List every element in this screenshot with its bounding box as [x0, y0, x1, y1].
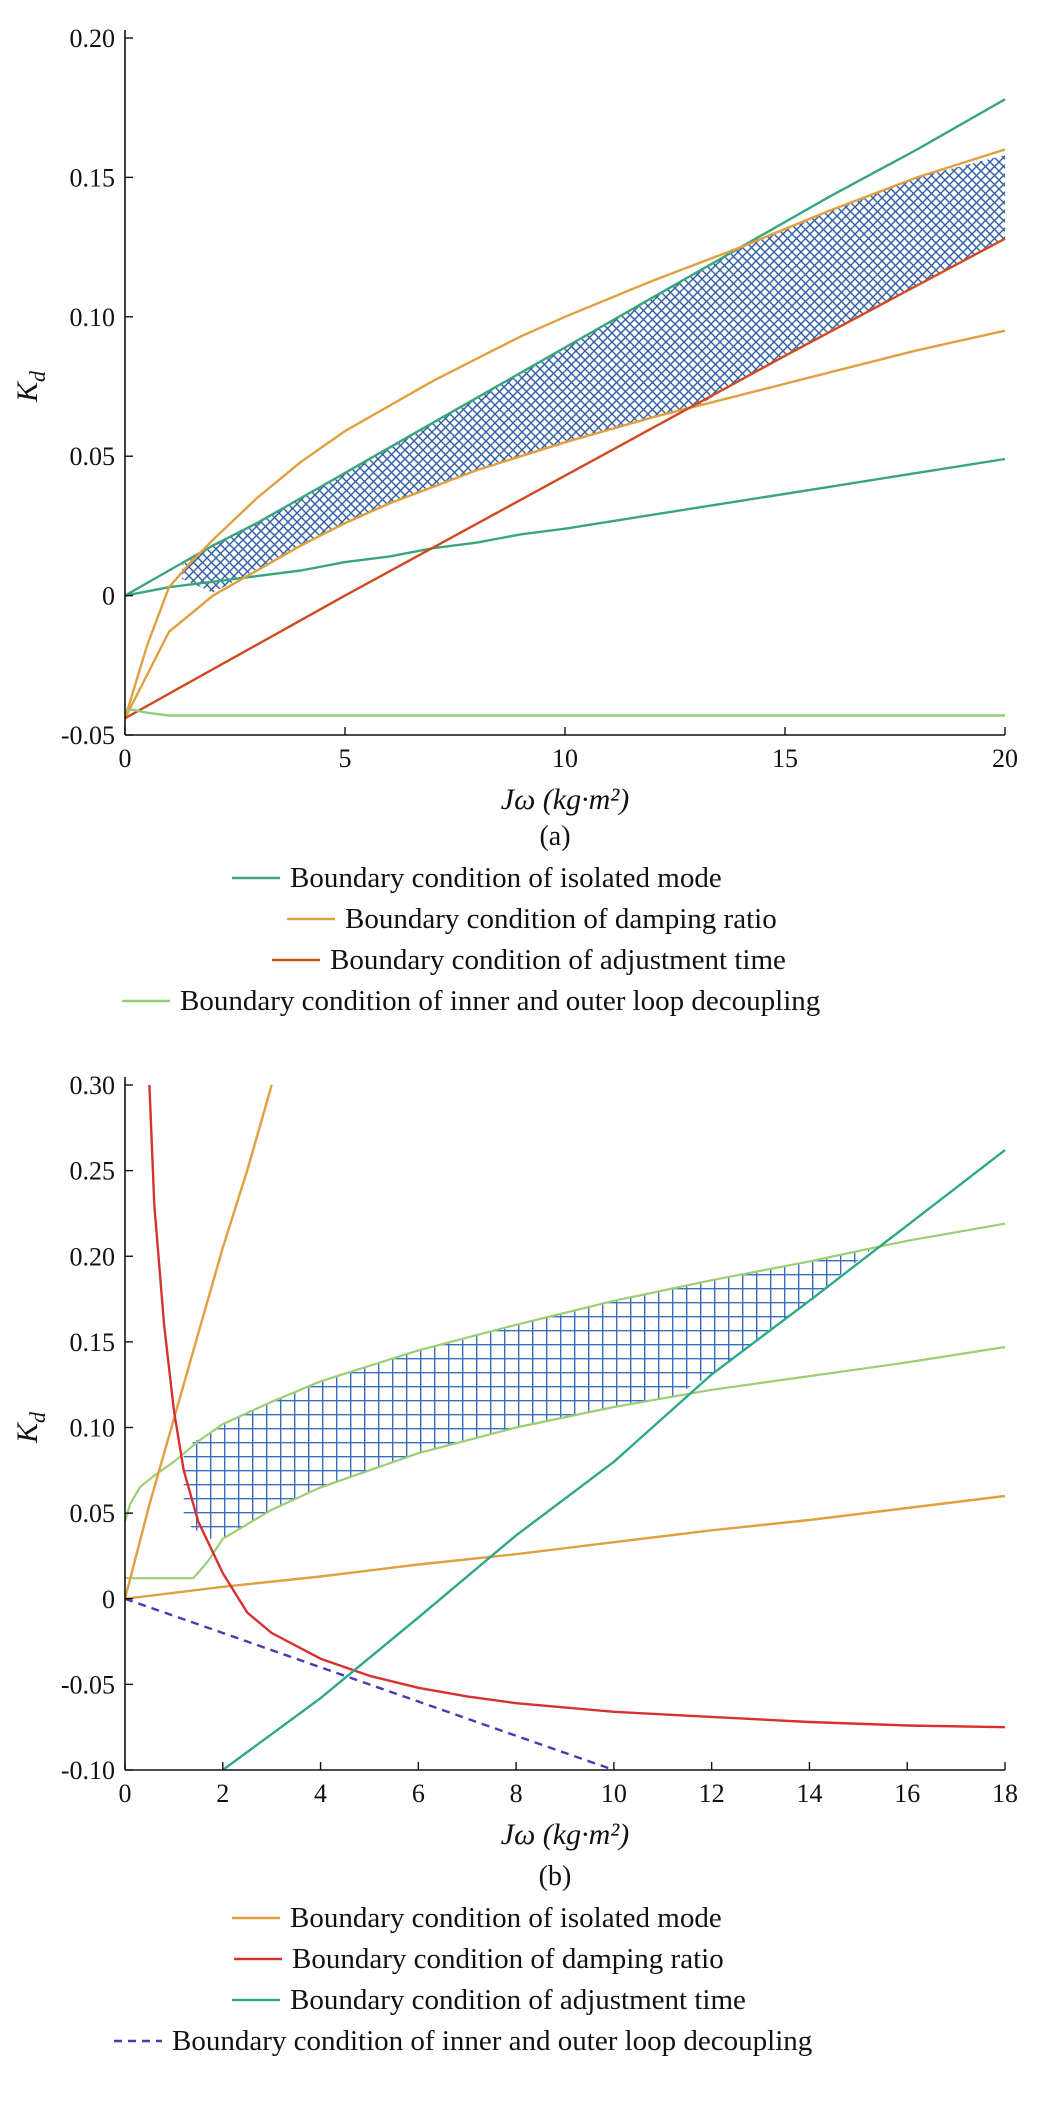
series-1-line-2 [124, 1494, 1006, 1600]
series-2-line-2 [123, 329, 1006, 719]
y-tick-label: 0.15 [70, 1328, 116, 1357]
panel-caption: (a) [539, 821, 570, 852]
series-4-line-1 [124, 1597, 615, 1772]
x-tick-label: 16 [894, 1779, 920, 1808]
y-tick-label: -0.05 [61, 721, 115, 750]
y-tick-label: 0 [102, 1585, 115, 1614]
x-tick-label: 2 [216, 1779, 229, 1808]
x-tick-label: 0 [119, 744, 132, 773]
x-tick-label: 20 [992, 744, 1018, 773]
x-tick-label: 12 [699, 1779, 725, 1808]
series-4-line-1 [125, 708, 1005, 717]
series-3-line-1 [124, 237, 1006, 720]
y-tick-label: 0.10 [70, 1414, 116, 1443]
y-axis-label: Kd [11, 1411, 50, 1444]
series-1-line-1 [124, 98, 1006, 597]
x-tick-label: 5 [339, 744, 352, 773]
x-axis-label: Jω (kg·m²) [501, 783, 629, 816]
series-1-line-1 [123, 1084, 273, 1600]
chart-panel-b: 0 2 4 6 8 10 12 14 16 18 -0.10 -0.05 0 0.05 0.10 0.15 0.… [11, 1071, 1018, 2057]
x-tick-label: 15 [772, 744, 798, 773]
x-tick-label: 14 [796, 1779, 822, 1808]
y-tick-label: 0.15 [70, 163, 116, 192]
x-tick-label: 18 [992, 1779, 1018, 1808]
y-tick-label: -0.10 [61, 1756, 115, 1785]
legend-label: Boundary condition of isolated mode [290, 1902, 722, 1934]
series-2-line-1 [148, 1084, 1006, 1729]
legend-label: Boundary condition of inner and outer lo… [172, 2025, 812, 2057]
legend-label: Boundary condition of damping ratio [345, 903, 777, 935]
legend-label: Boundary condition of adjustment time [330, 944, 786, 976]
x-tick-label: 10 [552, 744, 578, 773]
y-tick-label: 0.30 [70, 1071, 116, 1100]
x-axis-label: Jω (kg·m²) [501, 1818, 629, 1851]
y-tick-label: 0.10 [70, 303, 116, 332]
boundary-curve-extra-1 [123, 1222, 1006, 1523]
feasible-region [182, 155, 1005, 593]
panel-caption: (b) [539, 1861, 572, 1892]
x-tick-label: 0 [119, 1779, 132, 1808]
series-2-line-1 [123, 148, 1006, 719]
series-3-line-1 [222, 1149, 1006, 1771]
series-1-line-2 [124, 457, 1006, 597]
y-tick-label: 0.20 [70, 1242, 116, 1271]
legend-label: Boundary condition of inner and outer lo… [180, 985, 820, 1017]
y-tick-label: -0.05 [61, 1670, 115, 1699]
x-tick-label: 10 [601, 1779, 627, 1808]
y-axis-label: Kd [11, 370, 50, 403]
legend-label: Boundary condition of isolated mode [290, 862, 722, 894]
y-tick-label: 0.25 [70, 1157, 116, 1186]
y-tick-label: 0.05 [70, 442, 116, 471]
feasible-region [183, 1247, 873, 1539]
boundary-curve-extra-2 [125, 1345, 1006, 1580]
x-tick-label: 4 [314, 1779, 327, 1808]
y-tick-label: 0 [102, 582, 115, 611]
y-tick-label: 0.05 [70, 1499, 116, 1528]
x-tick-label: 8 [510, 1779, 523, 1808]
legend-label: Boundary condition of adjustment time [290, 1984, 746, 2016]
y-tick-label: 0.20 [70, 24, 116, 53]
x-tick-label: 6 [412, 1779, 425, 1808]
legend-label: Boundary condition of damping ratio [292, 1943, 724, 1975]
